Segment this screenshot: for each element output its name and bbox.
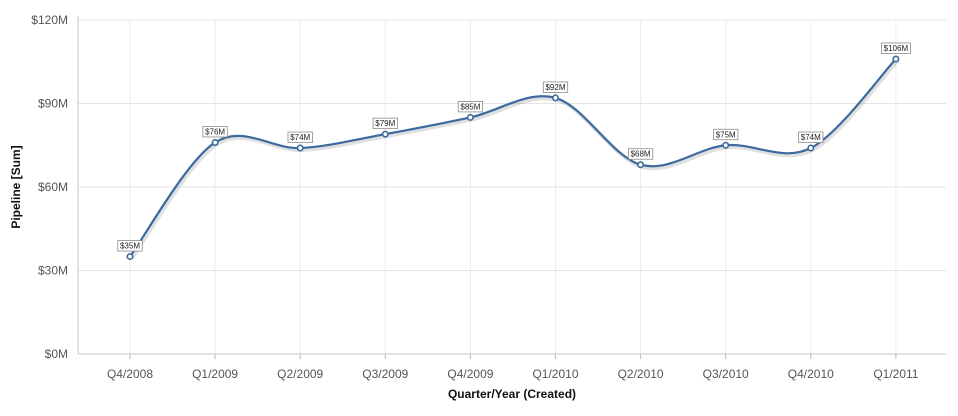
data-point[interactable]: [466, 113, 474, 121]
data-label-box: [287, 131, 313, 143]
data-labels: $35M $76M $74M $79M $85M $92M $68M $75M $74M $106…: [117, 42, 911, 252]
data-label-text: $76M: [205, 127, 225, 136]
y-tick-label: $90M: [38, 97, 68, 111]
data-point[interactable]: [551, 94, 559, 102]
data-label-box: [628, 148, 654, 160]
data-label-text: $35M: [120, 242, 140, 251]
x-tick-label: Q4/2008: [107, 367, 153, 381]
data-label-text: $85M: [460, 102, 480, 111]
x-tick-label: Q1/2010: [532, 367, 578, 381]
y-tick-label: $60M: [38, 180, 68, 194]
x-tick-label: Q1/2009: [192, 367, 238, 381]
data-label-box: [202, 126, 228, 138]
data-label-text: $79M: [375, 119, 395, 128]
data-label-box: [457, 101, 484, 113]
x-tick-label: Q4/2010: [788, 367, 834, 381]
data-label-box: [117, 240, 143, 252]
data-label-box: [713, 128, 739, 141]
data-label: $74M: [798, 131, 824, 143]
x-axis-title: Quarter/Year (Created): [448, 387, 576, 401]
grid-lines: [78, 19, 946, 355]
x-tick-label: Q3/2010: [703, 367, 749, 381]
axes: $0M $30M $60M $90M $120M Q4/2008 Q1/2009 Q2/200…: [31, 13, 946, 381]
data-label: $79M: [372, 117, 398, 130]
data-point[interactable]: [637, 161, 645, 169]
data-label-text: $106M: [884, 44, 909, 53]
series-line: [129, 58, 897, 258]
data-label: $106M: [881, 42, 911, 54]
data-label-box: [372, 117, 398, 130]
y-tick-label: $30M: [38, 264, 68, 278]
data-point[interactable]: [381, 130, 389, 138]
data-label: $76M: [202, 126, 228, 138]
data-point[interactable]: [807, 144, 815, 152]
data-label: $35M: [117, 240, 143, 252]
data-label-box: [542, 81, 569, 93]
data-label-text: $92M: [545, 83, 565, 92]
data-point[interactable]: [296, 144, 304, 152]
data-label-box: [798, 131, 824, 143]
data-label: $74M: [287, 131, 313, 143]
data-label-box: [881, 42, 911, 54]
data-label-text: $75M: [716, 130, 736, 139]
series-line-shadow: [129, 59, 899, 260]
data-point[interactable]: [892, 55, 900, 63]
data-label-text: $74M: [801, 133, 821, 142]
data-label: $68M: [628, 148, 654, 160]
data-label: $75M: [713, 128, 739, 141]
data-point[interactable]: [211, 138, 219, 146]
x-tick-label: Q4/2009: [447, 367, 493, 381]
data-label: $85M: [457, 101, 484, 113]
x-tick-label: Q1/2011: [873, 367, 918, 381]
data-label: $92M: [542, 81, 569, 93]
y-axis-title: Pipeline [Sum]: [9, 145, 23, 228]
data-label-text: $74M: [290, 133, 310, 142]
y-tick-label: $0M: [45, 347, 68, 361]
x-tick-label: Q2/2009: [277, 367, 323, 381]
x-tick-label: Q3/2009: [362, 367, 408, 381]
data-point[interactable]: [722, 141, 730, 149]
series-line-group: [126, 55, 900, 261]
data-point[interactable]: [126, 253, 134, 261]
y-tick-label: $120M: [31, 13, 68, 27]
x-tick-label: Q2/2010: [618, 367, 664, 381]
data-label-text: $68M: [631, 150, 651, 159]
